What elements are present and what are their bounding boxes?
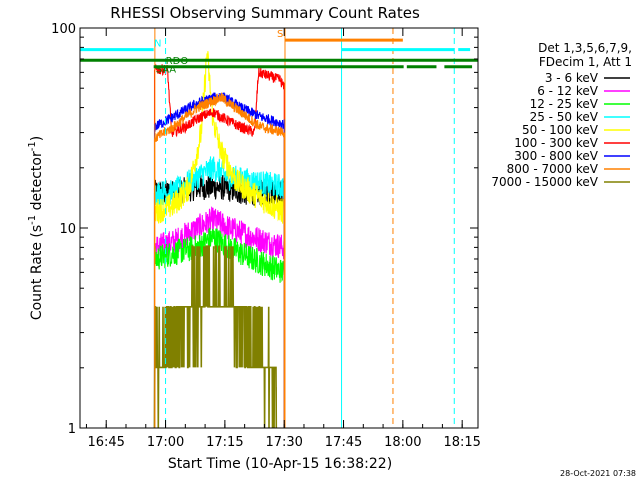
- flag-extra-label-0: SAA: [156, 64, 177, 75]
- series-line-5: [154, 64, 285, 138]
- series-line-4: [153, 51, 285, 224]
- x-tick-label-4: 17:45: [325, 435, 362, 450]
- x-tick-label-5: 18:00: [384, 435, 421, 450]
- x-tick-label-0: 16:45: [87, 435, 124, 450]
- legend-label-8: 7000 - 15000 keV: [491, 175, 598, 189]
- x-tick-label-3: 17:30: [265, 435, 302, 450]
- legend-label-3: 25 - 50 keV: [530, 110, 599, 124]
- flag-label-0: N: [154, 39, 161, 50]
- legend-label-2: 12 - 25 keV: [530, 97, 599, 111]
- y-tick-label-2: 100: [51, 22, 76, 37]
- series-line-1: [153, 206, 285, 260]
- y-tick-label-1: 10: [59, 222, 76, 237]
- legend-header-line-1: Det 1,3,5,6,7,9,: [538, 41, 632, 55]
- series-line-3: [153, 156, 285, 207]
- series-line-2: [153, 227, 285, 283]
- legend-label-6: 300 - 800 keV: [514, 149, 598, 163]
- flag-label-1: S: [277, 29, 283, 40]
- legend-header-line-2: FDecim 1, Att 1: [539, 55, 632, 69]
- timestamp: 28-Oct-2021 07:38: [560, 469, 636, 478]
- x-tick-label-6: 18:15: [443, 435, 480, 450]
- y-tick-label-0: 1: [68, 422, 76, 437]
- x-tick-label-1: 17:00: [147, 435, 184, 450]
- flag-label-3: RDO: [166, 56, 189, 67]
- y-axis-label-sup1: -1: [27, 215, 38, 225]
- series-line-7: [153, 92, 285, 142]
- x-tick-label-2: 17:15: [206, 435, 243, 450]
- series-line-8: [153, 245, 278, 428]
- x-axis-label: Start Time (10-Apr-15 16:38:22): [168, 456, 392, 472]
- legend-label-4: 50 - 100 keV: [522, 123, 599, 137]
- y-axis-label: Count Rate (s-1 detector-1): [27, 136, 45, 320]
- plot-area: [80, 28, 478, 428]
- chart-title: RHESSI Observing Summary Count Rates: [110, 4, 420, 22]
- legend-label-7: 800 - 7000 keV: [507, 162, 599, 176]
- legend-label-1: 6 - 12 keV: [537, 84, 599, 98]
- y-axis-label-tail: detector: [29, 151, 45, 215]
- y-axis-label-sup2: -1: [27, 141, 38, 151]
- series-line-6: [153, 92, 285, 132]
- y-axis-label-end: ): [29, 136, 45, 141]
- y-axis-label-main: Count Rate (s: [29, 225, 45, 320]
- legend-label-5: 100 - 300 keV: [514, 136, 598, 150]
- y-axis-label-text: Count Rate (s-1 detector-1): [27, 136, 45, 320]
- legend-label-0: 3 - 6 keV: [545, 71, 599, 85]
